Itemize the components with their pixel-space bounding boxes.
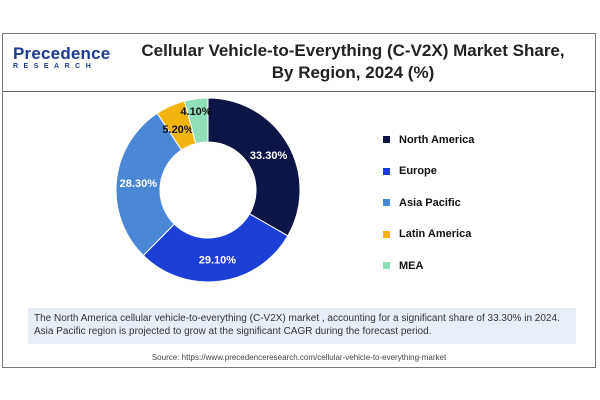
data-label: 28.30% [120, 178, 158, 190]
slice-mea [183, 97, 209, 145]
chart-title: Cellular Vehicle-to-Everything (C-V2X) M… [141, 41, 565, 82]
logo-line1: Precedence [13, 44, 111, 63]
legend-swatch [383, 262, 390, 270]
legend-label: North America [399, 133, 475, 146]
data-label: 29.10% [199, 254, 237, 266]
caption: The North America cellular vehicle-to-ev… [28, 308, 576, 344]
data-label: 33.30% [250, 150, 288, 162]
legend-label: MEA [399, 259, 424, 272]
data-label: 5.20% [162, 124, 193, 136]
legend-swatch [383, 199, 390, 207]
legend-item: North America [383, 124, 474, 156]
legend-swatch [383, 167, 390, 175]
header: Precedence RESEARCH Cellular Vehicle-to-… [3, 34, 595, 92]
legend-label: Europe [399, 165, 437, 178]
chart-frame: Precedence RESEARCH Cellular Vehicle-to-… [2, 33, 596, 368]
legend-label: Latin America [399, 228, 472, 241]
slice-europe [142, 213, 289, 283]
legend-item: Asia Pacific [383, 187, 474, 219]
legend-item: MEA [383, 250, 474, 282]
data-label: 4.10% [180, 106, 211, 118]
legend-swatch [383, 136, 390, 144]
logo-line2: RESEARCH [13, 63, 97, 70]
legend-swatch [383, 230, 390, 238]
legend-item: Europe [383, 156, 474, 188]
precedence-research-logo: Precedence RESEARCH [13, 44, 110, 70]
legend: North America Europe Asia Pacific Latin Ame… [383, 124, 474, 282]
legend-item: Latin America [383, 219, 474, 251]
slice-asia-pacific [115, 112, 183, 257]
slice-north-america [207, 97, 301, 237]
source: Source: https://www.precedenceresearch.c… [151, 353, 447, 362]
legend-label: Asia Pacific [399, 196, 461, 209]
